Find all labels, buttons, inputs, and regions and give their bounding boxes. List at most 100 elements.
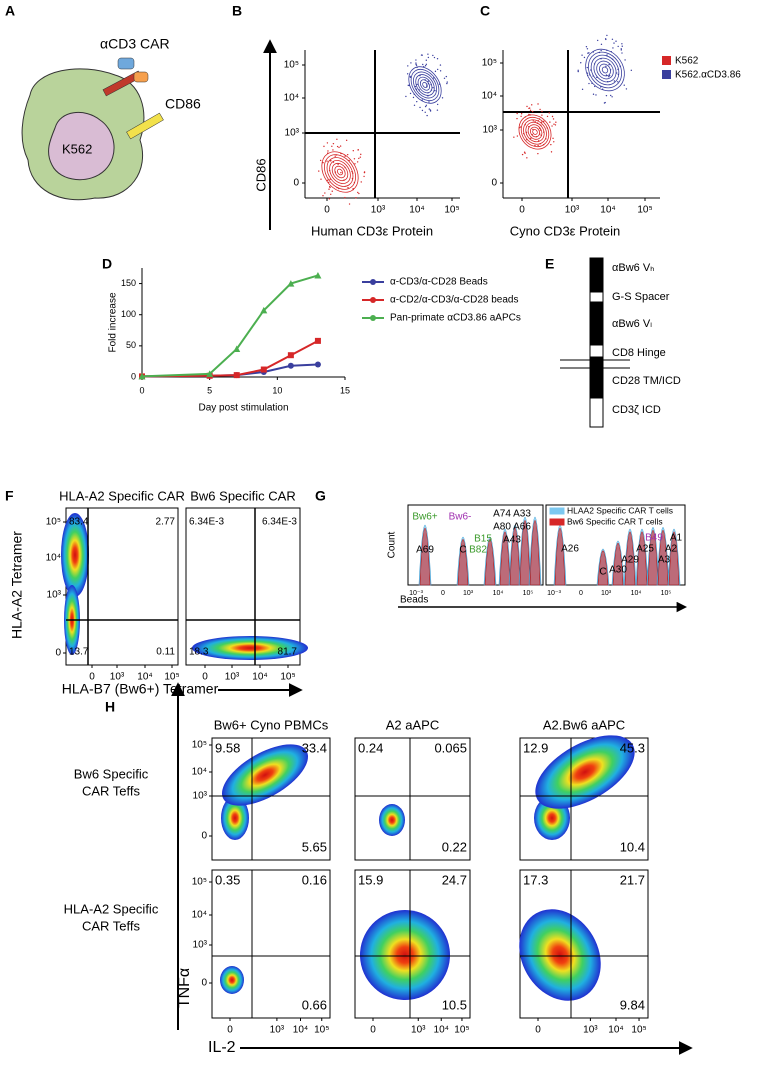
histogram-peak — [657, 530, 669, 586]
event-dot — [539, 108, 541, 111]
peak-label: C — [599, 567, 606, 578]
marker — [314, 271, 322, 279]
series-line — [141, 274, 319, 378]
peak-label: A43 — [503, 535, 521, 546]
event-dot — [621, 43, 623, 45]
construct-segment — [589, 344, 604, 358]
event-dot — [358, 157, 360, 160]
quadrant-value: 13.7 — [69, 647, 89, 658]
panel-letter: B — [232, 3, 242, 19]
marker — [260, 306, 268, 314]
event-dot — [354, 163, 356, 165]
quadrant-value: 24.7 — [442, 872, 467, 887]
contour — [523, 119, 547, 145]
event-dot — [516, 112, 518, 115]
event-dot — [583, 56, 586, 59]
x-tick-label: 10⁴ — [608, 1025, 623, 1036]
legend-swatch — [662, 56, 671, 65]
x-tick-label: 0 — [370, 1025, 376, 1036]
event-dot — [419, 106, 421, 109]
peak-label: A2 — [665, 544, 678, 555]
event-dot — [434, 70, 437, 73]
event-dot — [326, 142, 329, 144]
x-tick-label: 0 — [579, 590, 583, 597]
contour — [331, 162, 349, 182]
histogram-peak — [529, 520, 541, 586]
marker — [314, 337, 321, 344]
event-dot — [603, 102, 606, 104]
event-dot — [429, 109, 432, 111]
event-dot — [359, 156, 362, 158]
event-dot — [406, 73, 409, 75]
event-dot — [331, 145, 333, 147]
event-dot — [337, 163, 339, 165]
construct-segment — [589, 356, 604, 399]
legend-label: K562 — [675, 56, 699, 67]
event-dot — [615, 40, 617, 42]
event-dot — [355, 197, 357, 199]
x-tick-label: 10³ — [601, 590, 612, 597]
event-dot — [550, 151, 553, 153]
event-dot — [555, 121, 557, 123]
peak-label: B15 — [474, 534, 492, 545]
x-tick-label: 10 — [272, 385, 282, 395]
y-tick-label: 10⁴ — [192, 767, 207, 778]
event-dot — [577, 70, 579, 73]
event-dot — [434, 90, 436, 92]
y-tick-label: 0 — [55, 648, 61, 659]
panel-letter: A — [5, 3, 15, 19]
event-dot — [345, 139, 348, 142]
event-dot — [436, 68, 439, 71]
contour — [410, 68, 440, 102]
peak-label: A26 — [561, 544, 579, 555]
cell-diagram — [21, 57, 164, 201]
x-tick-label: 10³ — [225, 672, 240, 683]
event-dot — [409, 92, 412, 95]
peak-label: A3 — [658, 555, 671, 566]
quadrant-value: 9.84 — [620, 997, 645, 1012]
event-dot — [587, 52, 589, 54]
y-tick-label: 0 — [201, 978, 207, 989]
event-dot — [595, 94, 597, 96]
quadrant-value: 2.77 — [156, 517, 176, 528]
event-dot — [520, 113, 523, 115]
event-dot — [549, 121, 551, 123]
event-dot — [329, 186, 331, 189]
quadrant-value: 18.3 — [189, 647, 209, 658]
histogram-peak — [554, 528, 566, 586]
event-dot — [412, 96, 415, 99]
marker — [260, 366, 267, 373]
peak-label: Bw6+ — [412, 512, 437, 523]
histogram-peak — [457, 539, 469, 586]
legend-marker — [370, 297, 376, 303]
event-dot — [623, 84, 625, 86]
x-label: IL-2 — [208, 1039, 236, 1056]
contour — [324, 154, 356, 190]
peak-label: A30 — [609, 565, 627, 576]
marker — [287, 362, 294, 369]
event-dot — [553, 141, 555, 143]
event-dot — [513, 136, 515, 138]
density-blob — [220, 966, 244, 994]
x-label: HLA-B7 (Bw6+) Tetramer — [62, 681, 219, 697]
event-dot — [360, 153, 362, 156]
construct-segment — [589, 397, 604, 428]
event-dot — [531, 110, 534, 113]
legend-label: Bw6 Specific CAR T cells — [567, 516, 663, 526]
legend-swatch — [549, 507, 565, 515]
peak-label: Bw6- — [449, 512, 472, 523]
y-tick-label: 0 — [491, 178, 497, 189]
contour — [599, 63, 611, 77]
contour — [587, 51, 623, 89]
event-dot — [608, 63, 610, 66]
quadrant-value: 10.4 — [620, 839, 645, 854]
peak-label: A1 — [670, 533, 683, 544]
event-dot — [416, 83, 418, 86]
quadrant-value: 21.7 — [620, 872, 645, 887]
event-dot — [532, 120, 534, 122]
quadrant-value: 0.16 — [302, 872, 327, 887]
panel-letter: G — [315, 488, 326, 504]
quadrant-value: 12.9 — [523, 740, 548, 755]
event-dot — [528, 107, 530, 110]
event-dot — [611, 96, 613, 98]
